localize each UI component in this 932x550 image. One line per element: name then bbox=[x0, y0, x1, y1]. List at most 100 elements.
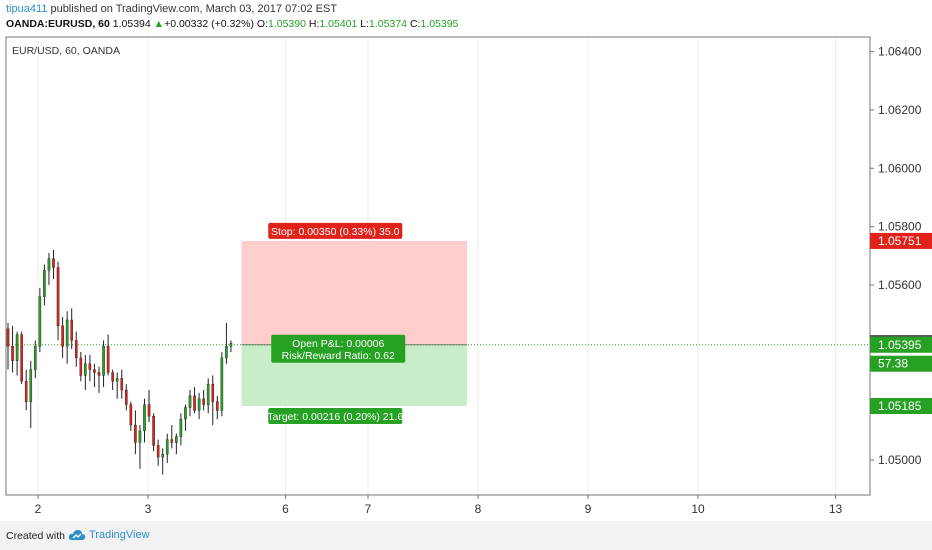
x-tick-label: 7 bbox=[365, 502, 372, 516]
candle-body bbox=[56, 267, 60, 327]
candle-body bbox=[215, 401, 219, 411]
up-arrow-icon: ▲ bbox=[153, 18, 165, 30]
candle-body bbox=[6, 328, 10, 347]
high-label: H: bbox=[308, 18, 320, 30]
x-tick-label: 3 bbox=[145, 502, 152, 516]
target-label-box bbox=[268, 408, 403, 425]
candle-body bbox=[61, 325, 64, 347]
stop-zone bbox=[241, 240, 467, 345]
close-value: 1.05395 bbox=[420, 18, 459, 30]
candle-body bbox=[38, 296, 42, 347]
close-label: C: bbox=[409, 18, 421, 30]
price-tag-box bbox=[870, 336, 932, 353]
candle-body bbox=[102, 346, 105, 376]
candle-body bbox=[65, 319, 69, 347]
low-value: 1.05374 bbox=[369, 18, 408, 30]
candle-body bbox=[225, 346, 228, 359]
price-tag-label: 57.38 bbox=[878, 357, 908, 371]
candle-body bbox=[143, 404, 146, 432]
created-with-text: Created with bbox=[6, 530, 65, 542]
candle-body bbox=[206, 383, 210, 405]
candle-body bbox=[138, 430, 142, 443]
candle-body bbox=[147, 404, 151, 417]
candle-body bbox=[29, 369, 33, 402]
y-tick-label: 1.06000 bbox=[878, 161, 922, 175]
candle-body bbox=[74, 340, 78, 359]
candle-body bbox=[188, 395, 192, 408]
publish-info: tipua411 published on TradingView.com, M… bbox=[6, 3, 337, 15]
symbol-label: OANDA:EURUSD, 60 bbox=[6, 18, 110, 30]
candle-body bbox=[184, 407, 187, 420]
candle-body bbox=[115, 378, 119, 382]
candle-body bbox=[124, 389, 128, 405]
open-value: 1.05390 bbox=[268, 18, 306, 30]
candle-body bbox=[20, 334, 23, 382]
candle-body bbox=[220, 357, 224, 411]
candle-body bbox=[165, 439, 169, 455]
price-tag-box bbox=[870, 355, 932, 372]
candle-body bbox=[43, 270, 46, 297]
candle-body bbox=[120, 378, 124, 391]
candle-body bbox=[134, 424, 137, 443]
candle-body bbox=[202, 398, 205, 405]
candle-body bbox=[161, 453, 165, 458]
candle-body bbox=[15, 334, 19, 362]
candle-body bbox=[229, 343, 233, 347]
price-tag-label: 1.05185 bbox=[878, 399, 922, 413]
last-price: 1.05394 bbox=[112, 18, 151, 30]
price-tag-box bbox=[870, 232, 932, 249]
candle-body bbox=[70, 319, 73, 341]
candle-body bbox=[170, 439, 174, 443]
candle-body bbox=[175, 436, 178, 443]
stop-label-text: Stop: 0.00350 (0.33%) 35.0 bbox=[271, 226, 400, 238]
price-tag-box bbox=[870, 398, 932, 415]
pnl-label-text: Open P&L: 0.00006 bbox=[292, 338, 384, 350]
author-link[interactable]: tipua411 bbox=[6, 3, 48, 15]
price-tag-label: 1.05395 bbox=[878, 338, 922, 352]
cloud-logo-icon bbox=[68, 530, 86, 540]
y-tick-label: 1.06200 bbox=[878, 103, 922, 117]
chart-title: EUR/USD, 60, OANDA bbox=[12, 45, 120, 57]
candle-body bbox=[129, 404, 133, 426]
pnl-label-text: Risk/Reward Ratio: 0.62 bbox=[282, 350, 395, 362]
x-tick-label: 9 bbox=[585, 502, 592, 516]
candle-body bbox=[111, 372, 114, 382]
x-tick-label: 2 bbox=[35, 502, 42, 516]
candle-body bbox=[79, 357, 83, 376]
x-tick-label: 10 bbox=[691, 502, 705, 516]
low-label: L: bbox=[360, 18, 370, 30]
footer-bar: Created with TradingView bbox=[0, 521, 932, 550]
candle-body bbox=[211, 383, 215, 402]
candle-body bbox=[197, 398, 201, 411]
candle-body bbox=[88, 363, 92, 370]
high-value: 1.05401 bbox=[319, 18, 358, 30]
y-tick-label: 1.05600 bbox=[878, 278, 922, 292]
candle-body bbox=[11, 346, 14, 362]
candle-body bbox=[152, 416, 155, 446]
x-tick-label: 6 bbox=[282, 502, 289, 516]
candle-body bbox=[156, 445, 160, 458]
open-label: O: bbox=[256, 18, 268, 30]
price-tag-label: 1.05751 bbox=[878, 234, 922, 248]
candle-body bbox=[93, 369, 96, 373]
target-label-text: Target: 0.00216 (0.20%) 21.6 bbox=[267, 411, 403, 423]
y-tick-label: 1.05000 bbox=[878, 453, 922, 467]
candle-body bbox=[106, 346, 110, 373]
x-tick-label: 13 bbox=[829, 502, 843, 516]
candle-body bbox=[84, 363, 87, 376]
price-chart[interactable]: 1.06400 1.06200 1.06000 1.05800 1.05600 1.050… bbox=[0, 0, 932, 521]
stop-label-box bbox=[268, 222, 403, 239]
published-text: published on TradingView.com, March 03, … bbox=[50, 3, 338, 15]
pnl-label-box bbox=[271, 334, 406, 363]
candle-body bbox=[47, 258, 51, 271]
candle-body bbox=[193, 395, 196, 411]
change-value: +0.00332 (+0.32%) bbox=[164, 18, 254, 30]
candle-body bbox=[179, 418, 183, 437]
candle-body bbox=[24, 381, 28, 402]
plot-frame bbox=[5, 36, 871, 496]
tradingview-link[interactable]: TradingView bbox=[89, 529, 150, 541]
x-tick-label: 8 bbox=[475, 502, 482, 516]
candle-body bbox=[97, 372, 101, 376]
y-tick-label: 1.06400 bbox=[878, 45, 922, 59]
y-tick-label: 1.05800 bbox=[878, 220, 922, 234]
